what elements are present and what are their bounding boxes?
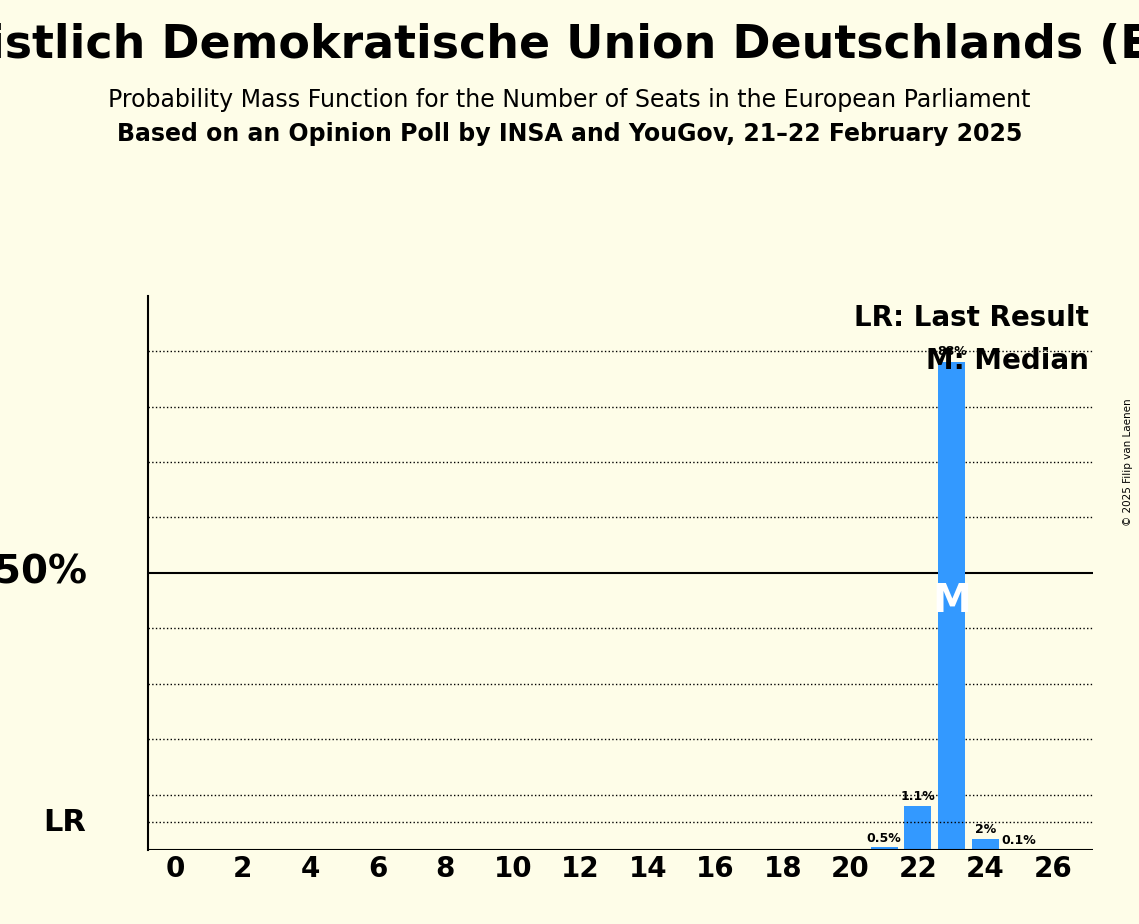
Bar (904, 806, 932, 850)
Text: 1.1%: 1.1% (901, 790, 935, 803)
Text: LR: LR (43, 808, 87, 837)
Text: 0.5%: 0.5% (867, 832, 901, 845)
Text: Based on an Opinion Poll by INSA and YouGov, 21–22 February 2025: Based on an Opinion Poll by INSA and You… (117, 122, 1022, 146)
Text: Christlich Demokratische Union Deutschlands (EPP): Christlich Demokratische Union Deutschla… (0, 23, 1139, 68)
Text: © 2025 Filip van Laenen: © 2025 Filip van Laenen (1123, 398, 1133, 526)
Text: M: Median: M: Median (926, 346, 1089, 375)
Text: 2%: 2% (975, 823, 995, 836)
Text: LR: Last Result: LR: Last Result (854, 304, 1089, 332)
Bar (939, 362, 965, 850)
Bar (870, 847, 898, 850)
Text: M: M (932, 581, 972, 620)
Text: 0.1%: 0.1% (1002, 833, 1036, 846)
Text: 88%: 88% (936, 345, 967, 358)
Text: Probability Mass Function for the Number of Seats in the European Parliament: Probability Mass Function for the Number… (108, 88, 1031, 112)
Bar (972, 839, 999, 850)
Text: 50%: 50% (0, 553, 87, 592)
